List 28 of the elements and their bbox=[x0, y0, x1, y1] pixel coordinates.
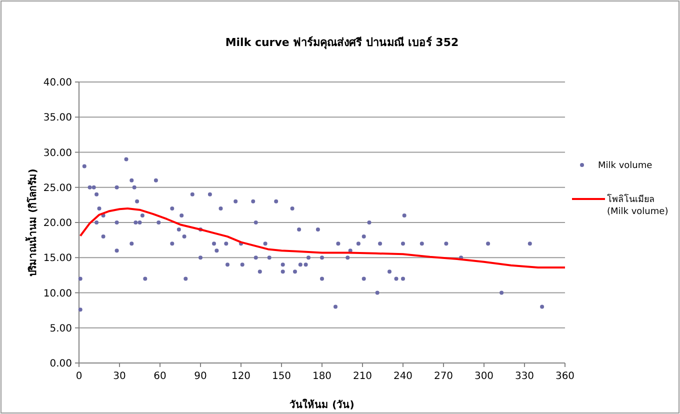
legend-label: Milk volume bbox=[598, 161, 653, 171]
y-tick-label: 35.00 bbox=[43, 112, 72, 124]
y-tick-label: 5.00 bbox=[50, 323, 72, 334]
x-tick-label: 330 bbox=[514, 371, 534, 382]
x-tick-label: 360 bbox=[555, 371, 575, 382]
x-tick-label: 150 bbox=[272, 371, 292, 382]
y-tick-label: 20.00 bbox=[43, 218, 72, 229]
x-axis-title: วันให้นม (วัน) bbox=[290, 398, 354, 411]
y-tick-label: 30.00 bbox=[43, 148, 72, 159]
y-tick-label: 15.00 bbox=[43, 253, 72, 264]
x-tick-label: 240 bbox=[393, 371, 413, 382]
y-tick-label: 40.00 bbox=[43, 78, 72, 88]
y-axis-title: ปริมาณน้ำนม (กิโลกรัม) bbox=[25, 168, 39, 276]
y-tick-label: 0.00 bbox=[50, 358, 72, 370]
x-tick-label: 210 bbox=[352, 371, 372, 382]
x-tick-label: 300 bbox=[474, 371, 494, 382]
chart-title: Milk curve ฟาร์มคุณส่งศรี ปานมณี เบอร์ 352 bbox=[225, 36, 459, 50]
legend-label: โพลิโนเมียล (Milk volume) bbox=[607, 194, 668, 217]
y-tick-label: 25.00 bbox=[43, 182, 72, 194]
x-tick-label: 180 bbox=[312, 371, 332, 382]
x-tick-label: 30 bbox=[113, 371, 126, 382]
x-tick-label: 60 bbox=[154, 371, 166, 382]
x-tick-label: 270 bbox=[434, 371, 454, 382]
line-series bbox=[79, 207, 566, 268]
x-tick-label: 90 bbox=[194, 371, 207, 382]
y-tick-label: 10.00 bbox=[43, 288, 72, 300]
x-tick-label: 0 bbox=[76, 371, 82, 382]
x-tick-label: 120 bbox=[231, 371, 251, 382]
